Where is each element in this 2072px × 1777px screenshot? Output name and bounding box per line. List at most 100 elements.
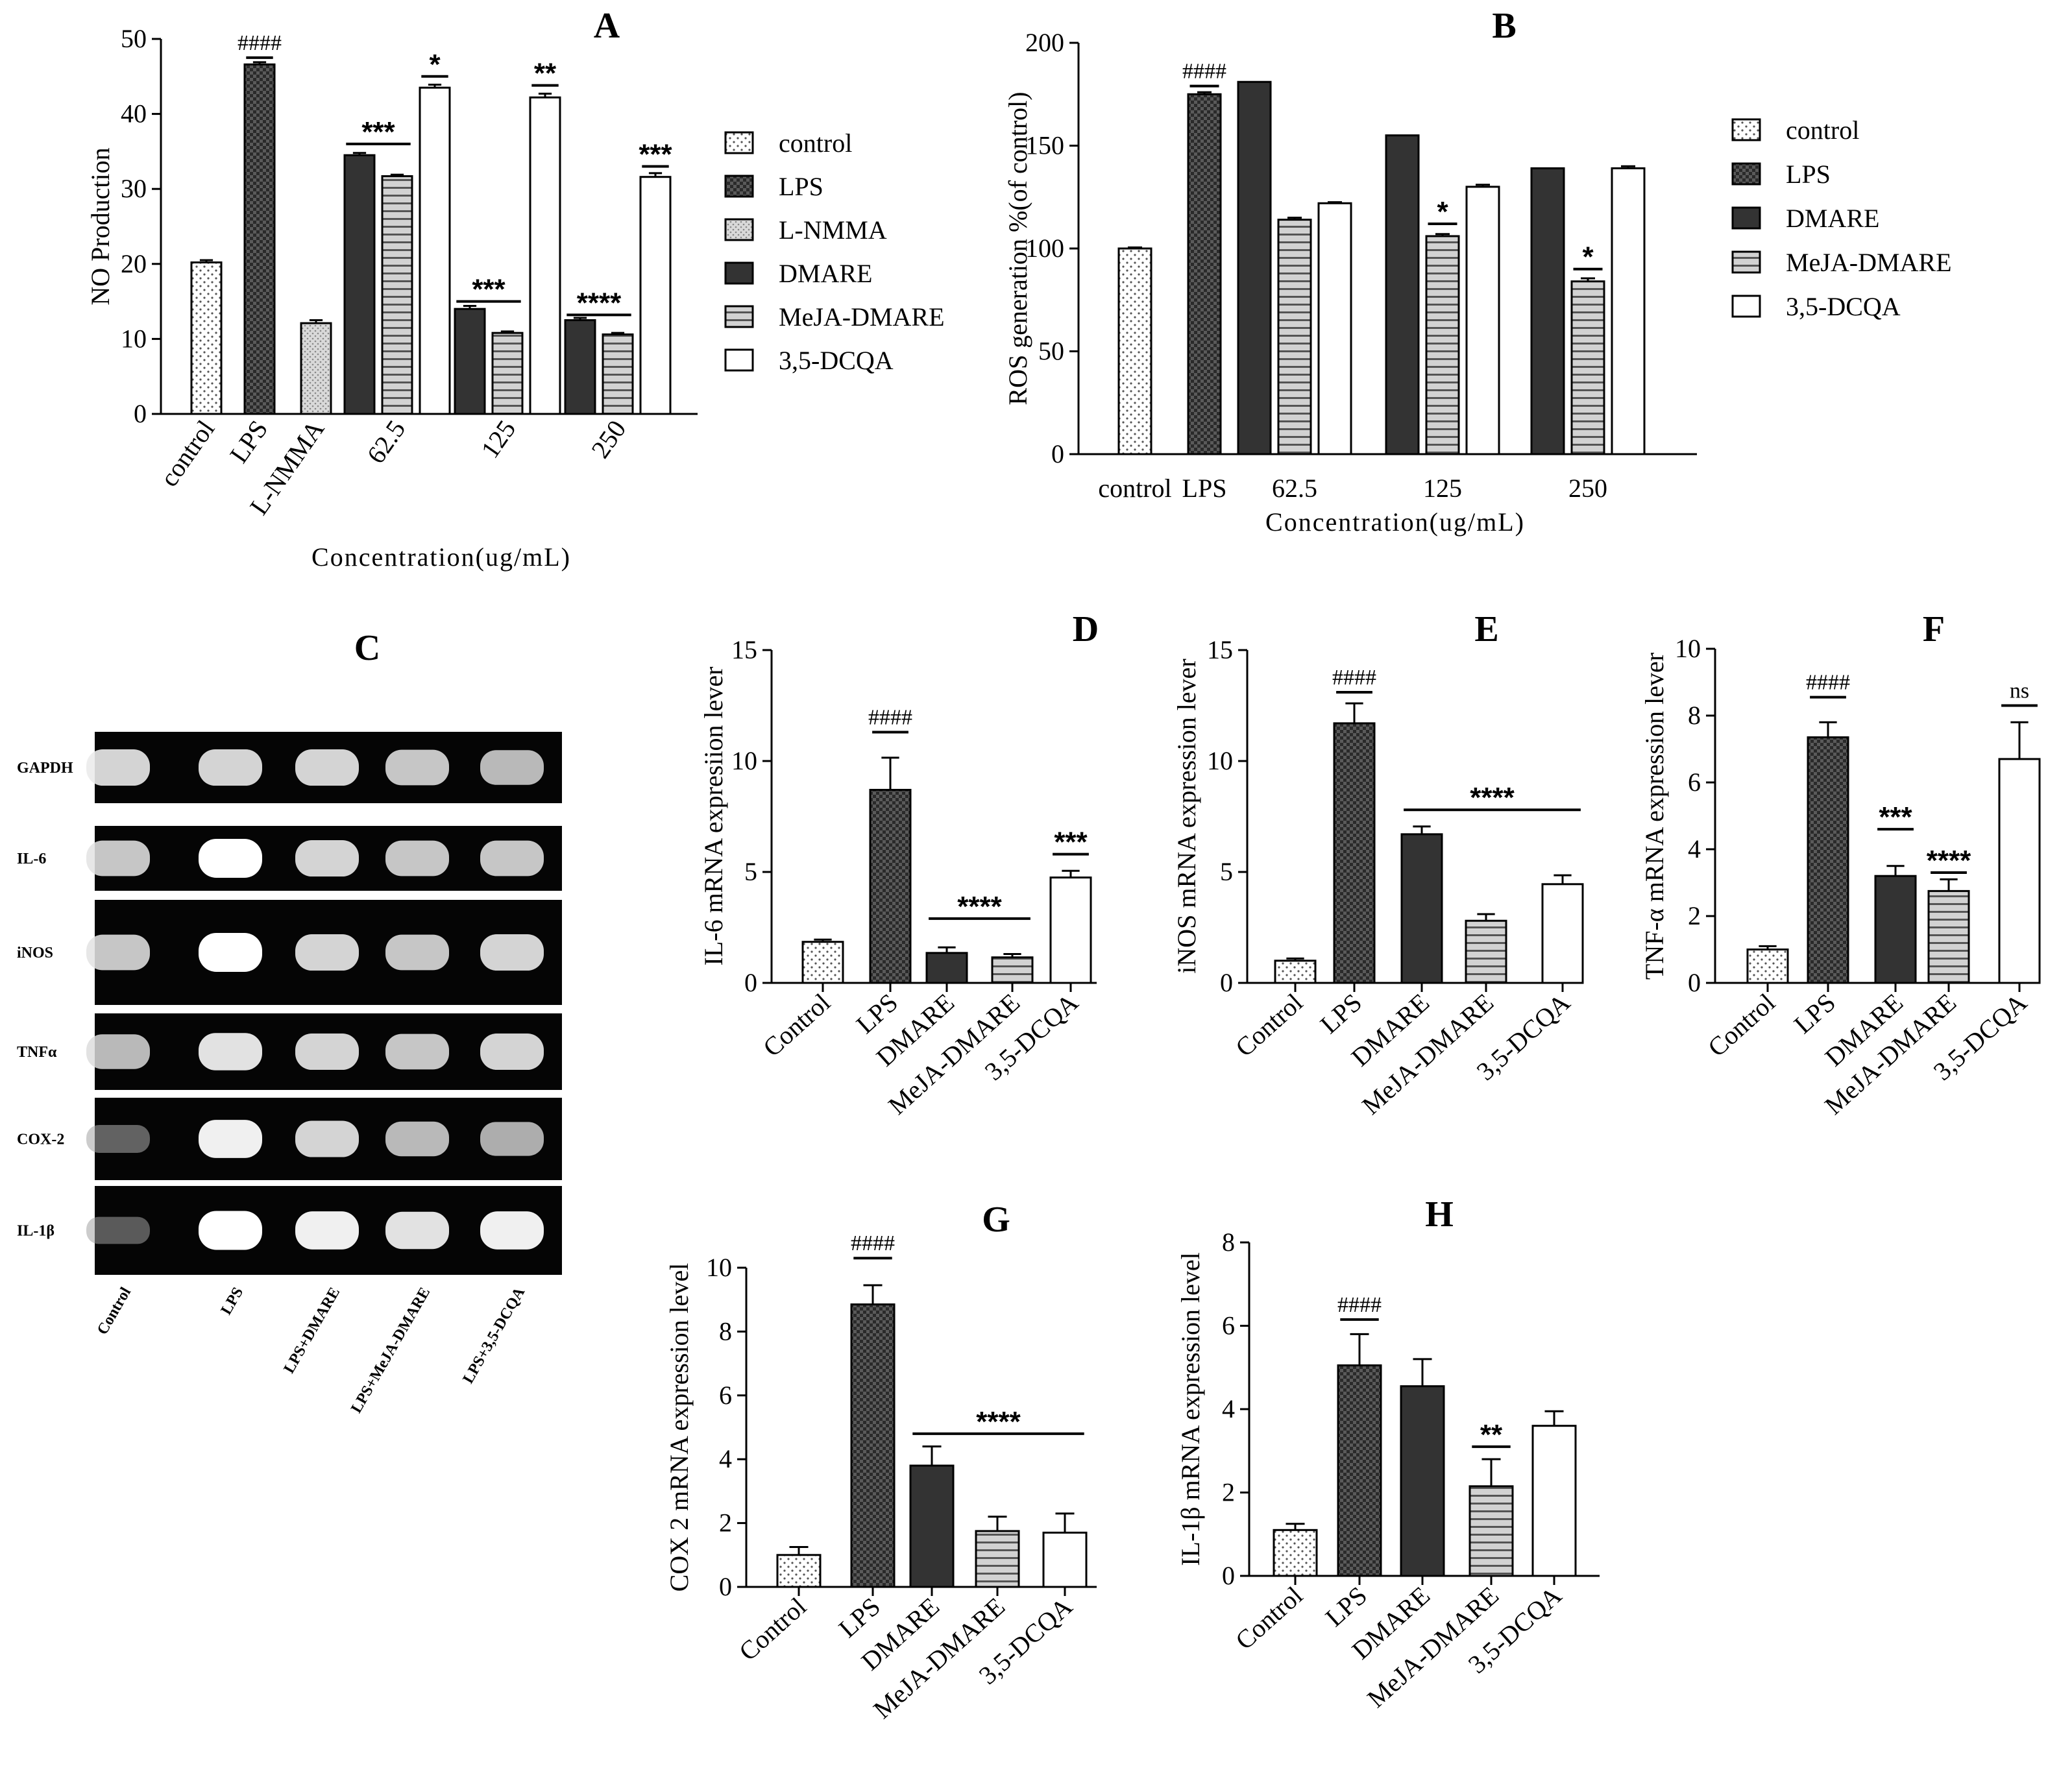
x-tick-label: 250 <box>585 415 631 463</box>
y-tick-label: 0 <box>1688 968 1701 997</box>
y-tick-label: 10 <box>121 324 147 353</box>
bar <box>869 788 912 984</box>
y-axis-title: ROS generation %(of control) <box>1003 91 1032 405</box>
y-tick-label: 8 <box>719 1316 732 1346</box>
bar <box>381 175 413 415</box>
gel-band <box>199 933 262 972</box>
bar <box>1187 93 1222 455</box>
bar <box>1531 1425 1577 1577</box>
y-tick-label: 6 <box>1222 1311 1235 1340</box>
y-tick-label: 15 <box>1207 635 1233 664</box>
bar <box>1465 919 1507 984</box>
x-tick-label: LPS <box>1788 987 1841 1039</box>
x-tick-label: control <box>154 415 221 492</box>
gel-lane-label: LPS <box>218 1285 247 1318</box>
bar <box>991 956 1034 984</box>
significance-label: *** <box>472 274 506 306</box>
gel-band <box>385 1121 449 1157</box>
bar <box>529 96 561 415</box>
y-tick-label: 100 <box>1025 234 1064 263</box>
bar <box>850 1303 896 1588</box>
bar <box>909 1464 955 1588</box>
bar <box>1400 833 1443 984</box>
bar <box>1042 1531 1088 1588</box>
y-axis-title: COX 2 mRNA expression level <box>664 1263 694 1592</box>
significance-label: *** <box>1879 801 1912 833</box>
legend-swatch <box>724 348 754 372</box>
gel-band <box>480 934 544 971</box>
x-tick-label: 62.5 <box>361 415 411 468</box>
gel-band <box>295 934 359 971</box>
significance-label: #### <box>238 31 282 55</box>
x-axis-title: Concentration(ug/mL) <box>311 542 571 572</box>
y-tick-label: 0 <box>134 399 147 428</box>
significance-label: * <box>429 49 441 80</box>
gel-band <box>199 839 262 878</box>
y-tick-label: 0 <box>1220 968 1233 997</box>
x-tick-label: Control <box>1230 1580 1308 1655</box>
y-tick-label: 2 <box>719 1508 732 1538</box>
y-tick-label: 150 <box>1025 131 1064 160</box>
significance-label: #### <box>1806 671 1850 695</box>
gel-band <box>199 749 262 786</box>
y-tick-label: 0 <box>1222 1561 1235 1590</box>
x-tick-label: Control <box>1230 987 1308 1062</box>
x-tick-label: Control <box>1702 987 1781 1062</box>
significance-label: **** <box>1470 782 1515 814</box>
legend-label: control <box>1786 115 1859 145</box>
significance-label: **** <box>957 891 1002 923</box>
significance-label: ns <box>2010 679 2029 703</box>
bar <box>1049 876 1092 984</box>
legend-label: LPS <box>779 172 823 201</box>
bar <box>1400 1385 1445 1577</box>
panel-letter: A <box>594 6 620 46</box>
y-tick-label: 6 <box>1688 768 1701 797</box>
x-tick-label: 125 <box>475 415 521 463</box>
significance-label: * <box>1582 241 1594 273</box>
gel-row-label: TNFα <box>17 1044 57 1061</box>
gel-lane-label: Control <box>94 1285 134 1338</box>
legend-swatch <box>1731 295 1761 318</box>
y-axis-title: IL-1β mRNA expression level <box>1176 1252 1205 1566</box>
legend-label: MeJA-DMARE <box>779 302 945 332</box>
gel-band <box>385 1211 449 1250</box>
legend: control LPS DMARE MeJA-DMARE 3,5-DCQA <box>1731 115 1952 321</box>
gel-band <box>295 1211 359 1250</box>
bar <box>564 319 596 415</box>
gel-band <box>295 749 359 786</box>
bar <box>1530 167 1565 455</box>
bar <box>639 176 672 415</box>
x-tick-label: LPS <box>1182 474 1227 503</box>
bar <box>1541 883 1584 984</box>
bar <box>1807 736 1849 984</box>
y-tick-label: 2 <box>1222 1478 1235 1507</box>
significance-label: ** <box>534 58 557 90</box>
y-tick-label: 10 <box>1675 634 1701 663</box>
y-tick-label: 40 <box>121 99 147 128</box>
legend-swatch <box>724 261 754 285</box>
y-tick-label: 30 <box>121 174 147 203</box>
significance-label: **** <box>1927 845 1971 876</box>
y-tick-label: 50 <box>121 24 147 53</box>
y-tick-label: 6 <box>719 1381 732 1410</box>
y-tick-label: 8 <box>1222 1227 1235 1257</box>
gel-band <box>295 1033 359 1070</box>
legend-swatch <box>724 175 754 198</box>
gel-band <box>385 1034 449 1070</box>
chart-b: 0 50 100 150 200 B ROS generation %(of control… <box>1003 6 1952 537</box>
gel-lane-label: LPS+MeJA-DMARE <box>348 1285 433 1416</box>
gel-band <box>295 840 359 877</box>
bar <box>1333 722 1376 984</box>
gel-band <box>480 840 544 876</box>
x-tick-label: Control <box>733 1591 812 1666</box>
bar <box>1746 949 1789 984</box>
gel-band <box>86 934 150 971</box>
y-axis-title: IL-6 mRNA expresiion lever <box>699 667 728 966</box>
y-axis-title: NO Production <box>86 147 115 305</box>
y-tick-label: 5 <box>1220 857 1233 886</box>
significance-label: ** <box>1480 1419 1503 1451</box>
panel-letter: C <box>354 628 380 668</box>
gel-lane-label: LPS+3,5-DCQA <box>459 1284 528 1386</box>
